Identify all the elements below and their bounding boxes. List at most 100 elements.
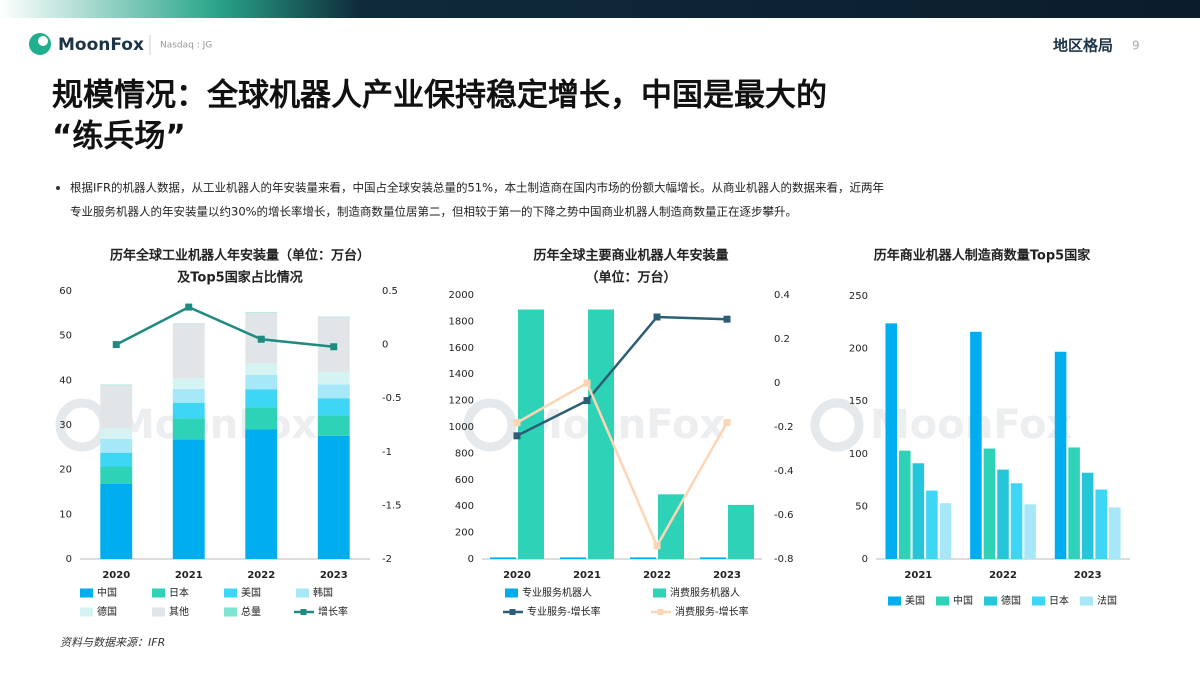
legend-label: 消费服务-增长率	[675, 605, 749, 618]
x-tick-label: 2020	[503, 570, 531, 581]
bar-segment	[172, 323, 205, 379]
bar-segment	[245, 407, 278, 430]
bar	[1068, 447, 1080, 559]
chart-title: 历年商业机器人制造商数量Top5国家	[874, 248, 1091, 264]
bar-segment	[172, 439, 205, 559]
chart-title: 历年全球工业机器人年安装量（单位：万台）	[110, 248, 370, 264]
watermarks: MoonFoxMoonFoxMoonFox	[55, 398, 1072, 452]
bullet-text: 根据IFR的机器人数据，从工业机器人的年安装量来看，中国占全球安装总量的51%，…	[70, 181, 884, 195]
bar-segment	[100, 483, 133, 559]
bar-segment	[317, 371, 350, 385]
x-tick-label: 2022	[643, 570, 671, 581]
line-marker	[513, 419, 521, 427]
legend-label: 德国	[1001, 594, 1021, 607]
bar	[630, 557, 656, 559]
y2-tick-label: -2	[382, 554, 392, 565]
line-marker	[583, 379, 591, 387]
bar-segment	[317, 435, 350, 559]
bar	[997, 469, 1009, 559]
y-tick-label: 40	[59, 375, 72, 386]
y2-tick-label: 0.5	[382, 286, 398, 297]
bar-segment	[172, 378, 205, 389]
bar-segment	[245, 363, 278, 375]
page-number: 9	[1132, 39, 1140, 53]
x-tick-label: 2022	[989, 570, 1017, 581]
legend-swatch	[152, 607, 165, 617]
legend-label: 增长率	[318, 605, 348, 618]
legend-swatch	[936, 596, 949, 606]
charts: 历年全球工业机器人年安装量（单位：万台） 及Top5国家占比情况 0 10 20 30 40…	[59, 248, 1130, 618]
y-tick-label: 50	[59, 331, 72, 342]
line-marker	[723, 315, 731, 323]
legend-swatch	[300, 609, 307, 615]
line	[516, 381, 729, 549]
bar-segment	[100, 428, 133, 439]
bar	[885, 323, 898, 559]
legend-swatch	[1032, 596, 1045, 606]
y2-tick-label: -1.5	[382, 500, 402, 511]
watermark-icon	[810, 398, 864, 452]
y2-tick-label: 0.4	[774, 290, 790, 301]
y-tick-label: 50	[855, 501, 868, 512]
bar-segment	[172, 402, 205, 419]
bar-segment	[317, 398, 350, 416]
y2-tick-label: -0.6	[774, 510, 794, 521]
legend-swatch	[296, 588, 309, 598]
y-tick-label: 250	[849, 291, 868, 302]
y-tick-label: 10	[59, 509, 72, 520]
x-tick-label: 2022	[247, 570, 275, 581]
bar	[560, 557, 586, 559]
legend-swatch	[984, 596, 997, 606]
chart-title: 历年全球主要商业机器人年安装量	[533, 248, 728, 264]
legend-swatch	[224, 588, 237, 598]
bar	[970, 331, 982, 559]
line-marker	[513, 432, 521, 440]
y-tick-label: 60	[59, 286, 72, 297]
bar	[1108, 507, 1121, 559]
legend-label: 法国	[1097, 594, 1117, 607]
bar-segment	[100, 438, 133, 453]
y-tick-label: 1800	[449, 316, 474, 327]
y-tick-label: 1000	[449, 422, 474, 433]
bar	[700, 557, 726, 559]
y-tick-label: 1200	[449, 396, 474, 407]
y2-tick-label: -0.8	[774, 554, 794, 565]
y2-tick-label: -0.4	[774, 466, 794, 477]
bar-segment	[245, 374, 278, 390]
line-marker	[112, 341, 120, 349]
line-marker	[330, 343, 338, 351]
legend-swatch	[80, 588, 93, 598]
legend-swatch	[888, 596, 901, 606]
ticker: Nasdaq : JG	[160, 41, 212, 51]
line-marker	[653, 542, 661, 550]
bar-segment	[245, 429, 278, 559]
legend-swatch	[505, 588, 518, 598]
legend-label: 日本	[169, 586, 189, 599]
bar-segment	[100, 466, 133, 484]
x-tick-label: 2021	[573, 570, 601, 581]
line	[115, 305, 334, 348]
y-tick-label: 2000	[449, 290, 474, 301]
y-tick-label: 800	[455, 448, 474, 459]
bar-segment	[317, 384, 350, 399]
legend-label: 其他	[169, 605, 189, 618]
y-tick-label: 0	[862, 554, 868, 565]
bar-segment	[172, 418, 205, 440]
slide-title: “练兵场”	[52, 119, 186, 155]
legend-label: 美国	[241, 586, 261, 599]
y-tick-label: 0	[468, 554, 474, 565]
logo: MoonFox	[58, 35, 144, 55]
legend-label: 消费服务机器人	[670, 586, 740, 599]
y2-tick-label: 0	[774, 378, 780, 389]
bar	[912, 463, 925, 559]
y-tick-label: 1400	[449, 369, 474, 380]
bar	[728, 504, 754, 559]
legend-swatch	[653, 588, 666, 598]
bar	[1095, 489, 1107, 559]
line-marker	[185, 303, 193, 311]
legend-label: 专业服务-增长率	[527, 605, 601, 618]
bar	[939, 503, 952, 559]
y2-tick-label: -0.2	[774, 422, 794, 433]
x-tick-label: 2023	[1074, 570, 1102, 581]
